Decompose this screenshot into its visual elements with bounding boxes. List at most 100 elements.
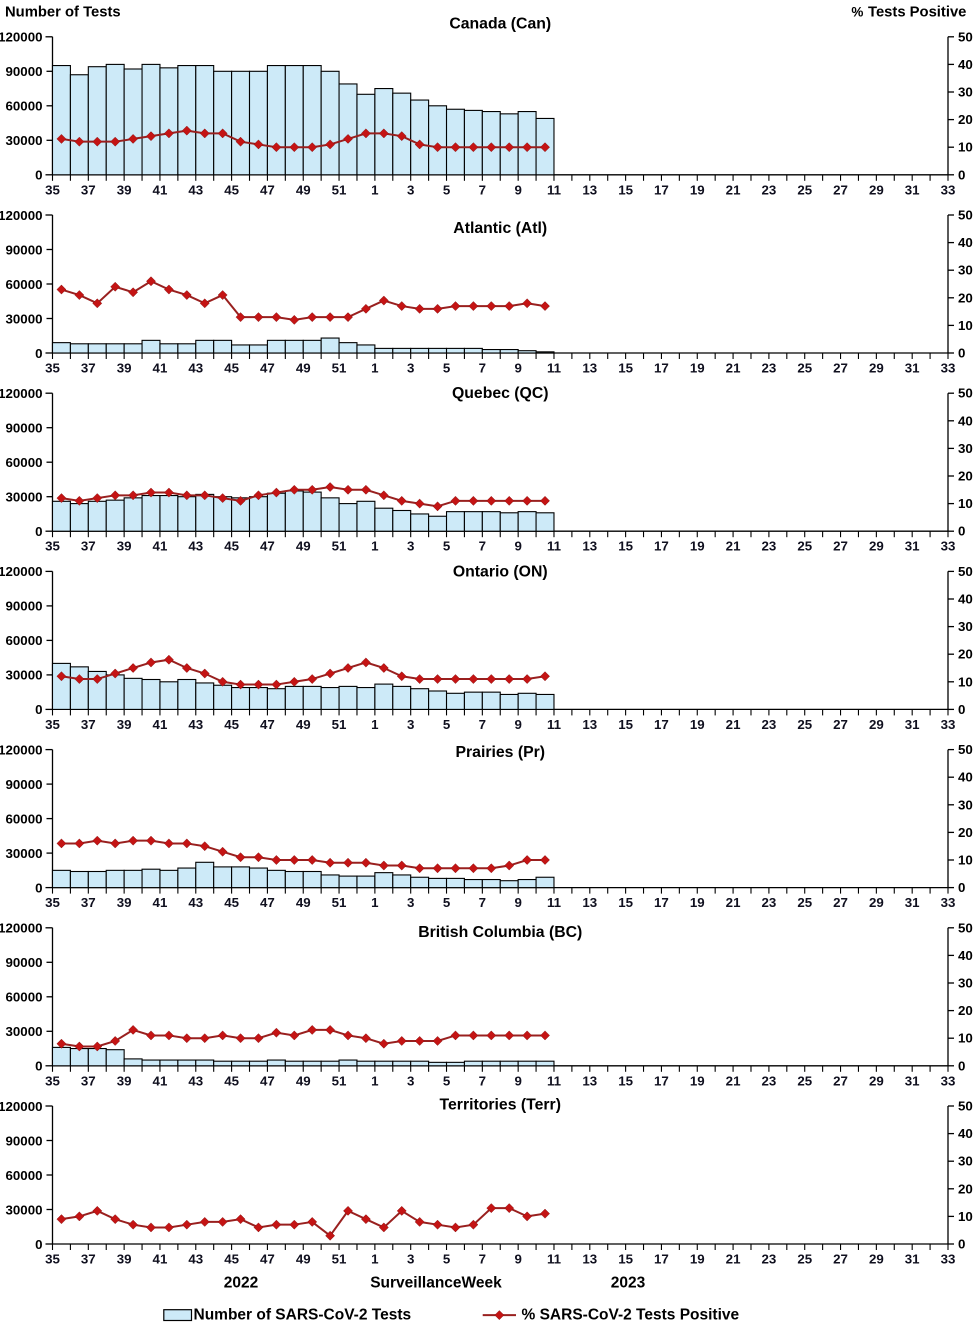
svg-text:17: 17 bbox=[654, 361, 669, 376]
svg-text:50: 50 bbox=[958, 386, 973, 401]
svg-text:31: 31 bbox=[905, 539, 920, 554]
svg-text:21: 21 bbox=[726, 1073, 741, 1088]
svg-text:0: 0 bbox=[35, 1059, 42, 1074]
svg-text:13: 13 bbox=[582, 539, 597, 554]
svg-text:31: 31 bbox=[905, 717, 920, 732]
svg-text:Territories (Terr): Territories (Terr) bbox=[440, 1097, 561, 1114]
svg-text:40: 40 bbox=[958, 770, 973, 785]
svg-text:5: 5 bbox=[443, 361, 451, 376]
svg-text:Number of Tests: Number of Tests bbox=[5, 4, 121, 20]
svg-text:43: 43 bbox=[188, 361, 203, 376]
svg-text:41: 41 bbox=[153, 1252, 168, 1267]
svg-text:11: 11 bbox=[547, 539, 562, 554]
svg-text:60000: 60000 bbox=[6, 811, 43, 826]
svg-text:33: 33 bbox=[941, 1252, 956, 1267]
svg-text:0: 0 bbox=[958, 1237, 965, 1252]
svg-text:0: 0 bbox=[35, 880, 42, 895]
svg-text:40: 40 bbox=[958, 235, 973, 250]
svg-text:60000: 60000 bbox=[6, 1168, 43, 1183]
svg-text:30000: 30000 bbox=[6, 133, 43, 148]
svg-text:50: 50 bbox=[958, 208, 973, 223]
svg-text:40: 40 bbox=[958, 592, 973, 607]
svg-text:27: 27 bbox=[833, 361, 848, 376]
svg-text:49: 49 bbox=[296, 895, 311, 910]
svg-text:90000: 90000 bbox=[6, 1133, 43, 1148]
svg-text:49: 49 bbox=[296, 717, 311, 732]
svg-text:15: 15 bbox=[618, 895, 633, 910]
svg-text:10: 10 bbox=[958, 853, 973, 868]
svg-text:Atlantic (Atl): Atlantic (Atl) bbox=[453, 220, 547, 237]
svg-text:7: 7 bbox=[479, 1073, 486, 1088]
svg-text:49: 49 bbox=[296, 182, 311, 197]
svg-text:30000: 30000 bbox=[6, 668, 43, 683]
svg-text:1: 1 bbox=[371, 182, 379, 197]
svg-text:90000: 90000 bbox=[6, 599, 43, 614]
svg-text:13: 13 bbox=[582, 361, 597, 376]
svg-text:29: 29 bbox=[869, 539, 884, 554]
svg-text:43: 43 bbox=[188, 182, 203, 197]
svg-text:41: 41 bbox=[153, 182, 168, 197]
svg-text:1: 1 bbox=[371, 539, 379, 554]
svg-text:20: 20 bbox=[958, 290, 973, 305]
svg-text:51: 51 bbox=[332, 539, 347, 554]
svg-text:49: 49 bbox=[296, 361, 311, 376]
svg-text:0: 0 bbox=[958, 1058, 965, 1073]
svg-text:35: 35 bbox=[45, 361, 60, 376]
svg-text:25: 25 bbox=[797, 717, 812, 732]
svg-text:19: 19 bbox=[690, 717, 705, 732]
svg-text:25: 25 bbox=[797, 895, 812, 910]
svg-text:43: 43 bbox=[188, 1073, 203, 1088]
svg-text:10: 10 bbox=[958, 1209, 973, 1224]
svg-text:25: 25 bbox=[797, 1073, 812, 1088]
svg-text:23: 23 bbox=[762, 361, 777, 376]
svg-text:50: 50 bbox=[958, 742, 973, 757]
svg-text:39: 39 bbox=[117, 717, 132, 732]
svg-text:43: 43 bbox=[188, 1252, 203, 1267]
svg-text:30: 30 bbox=[958, 797, 973, 812]
svg-text:27: 27 bbox=[833, 895, 848, 910]
svg-text:37: 37 bbox=[81, 1073, 96, 1088]
svg-text:5: 5 bbox=[443, 895, 451, 910]
svg-text:39: 39 bbox=[117, 539, 132, 554]
svg-text:7: 7 bbox=[479, 539, 486, 554]
svg-text:37: 37 bbox=[81, 361, 96, 376]
svg-text:23: 23 bbox=[762, 1073, 777, 1088]
svg-text:7: 7 bbox=[479, 1252, 486, 1267]
svg-text:21: 21 bbox=[726, 361, 741, 376]
svg-text:30000: 30000 bbox=[6, 846, 43, 861]
svg-text:15: 15 bbox=[618, 539, 633, 554]
svg-text:21: 21 bbox=[726, 539, 741, 554]
svg-text:50: 50 bbox=[958, 29, 973, 44]
svg-text:47: 47 bbox=[260, 1073, 275, 1088]
svg-text:9: 9 bbox=[514, 895, 521, 910]
svg-text:31: 31 bbox=[905, 895, 920, 910]
svg-text:17: 17 bbox=[654, 895, 669, 910]
svg-text:35: 35 bbox=[45, 1073, 60, 1088]
svg-text:40: 40 bbox=[958, 413, 973, 428]
svg-text:90000: 90000 bbox=[6, 777, 43, 792]
svg-text:47: 47 bbox=[260, 895, 275, 910]
svg-text:35: 35 bbox=[45, 1252, 60, 1267]
svg-text:0: 0 bbox=[35, 524, 42, 539]
svg-text:9: 9 bbox=[514, 717, 521, 732]
svg-text:11: 11 bbox=[547, 1252, 562, 1267]
svg-text:20: 20 bbox=[958, 469, 973, 484]
svg-text:5: 5 bbox=[443, 182, 451, 197]
svg-text:3: 3 bbox=[407, 1252, 414, 1267]
svg-text:31: 31 bbox=[905, 361, 920, 376]
svg-text:9: 9 bbox=[514, 361, 521, 376]
svg-text:17: 17 bbox=[654, 182, 669, 197]
svg-text:120000: 120000 bbox=[0, 742, 43, 757]
svg-text:120000: 120000 bbox=[0, 1099, 43, 1114]
svg-text:9: 9 bbox=[514, 182, 521, 197]
svg-text:Ontario (ON): Ontario (ON) bbox=[453, 563, 548, 580]
svg-text:11: 11 bbox=[547, 361, 562, 376]
svg-text:10: 10 bbox=[958, 140, 973, 155]
svg-text:Number of SARS-CoV-2 Tests: Number of SARS-CoV-2 Tests bbox=[194, 1307, 412, 1324]
svg-text:7: 7 bbox=[479, 361, 486, 376]
svg-text:17: 17 bbox=[654, 1252, 669, 1267]
svg-text:30: 30 bbox=[958, 441, 973, 456]
svg-text:43: 43 bbox=[188, 717, 203, 732]
svg-text:39: 39 bbox=[117, 182, 132, 197]
svg-text:49: 49 bbox=[296, 1252, 311, 1267]
